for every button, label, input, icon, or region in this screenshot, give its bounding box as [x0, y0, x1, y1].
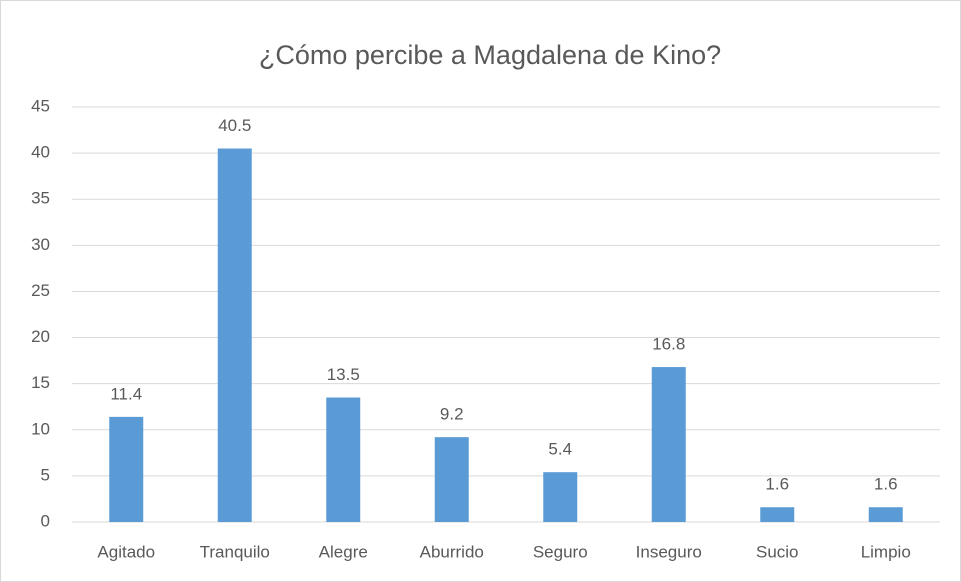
bar: [109, 416, 144, 522]
y-tick-label: 20: [31, 327, 50, 346]
chart-title: ¿Cómo percibe a Magdalena de Kino?: [259, 40, 721, 70]
bar: [434, 437, 469, 522]
bar: [868, 507, 903, 522]
y-tick-label: 10: [31, 419, 50, 438]
x-tick-label: Tranquilo: [200, 542, 270, 561]
data-label: 16.8: [652, 335, 685, 354]
x-tick-label: Agitado: [97, 542, 155, 561]
data-label: 11.4: [110, 384, 142, 403]
y-tick-label: 25: [31, 281, 50, 300]
data-label: 1.6: [765, 475, 789, 494]
y-tick-label: 45: [31, 96, 50, 115]
y-tick-label: 15: [31, 373, 50, 392]
x-tick-label: Seguro: [533, 542, 588, 561]
y-tick-label: 5: [41, 465, 50, 484]
data-label: 9.2: [440, 405, 464, 424]
bar: [326, 397, 361, 522]
y-tick-label: 40: [31, 143, 50, 162]
y-tick-label: 30: [31, 235, 50, 254]
bar: [217, 148, 252, 522]
y-tick-label: 35: [31, 189, 50, 208]
bar: [760, 507, 795, 522]
x-tick-label: Alegre: [319, 542, 368, 561]
data-label: 13.5: [327, 365, 360, 384]
bar: [651, 367, 686, 522]
x-tick-label: Limpio: [861, 542, 911, 561]
data-label: 1.6: [874, 475, 898, 494]
data-label: 5.4: [548, 440, 572, 459]
x-tick-label: Sucio: [756, 542, 799, 561]
x-tick-label: Aburrido: [420, 542, 484, 561]
x-tick-label: Inseguro: [636, 542, 702, 561]
data-label: 40.5: [218, 116, 251, 135]
bar: [543, 472, 578, 522]
y-tick-label: 0: [41, 511, 50, 530]
